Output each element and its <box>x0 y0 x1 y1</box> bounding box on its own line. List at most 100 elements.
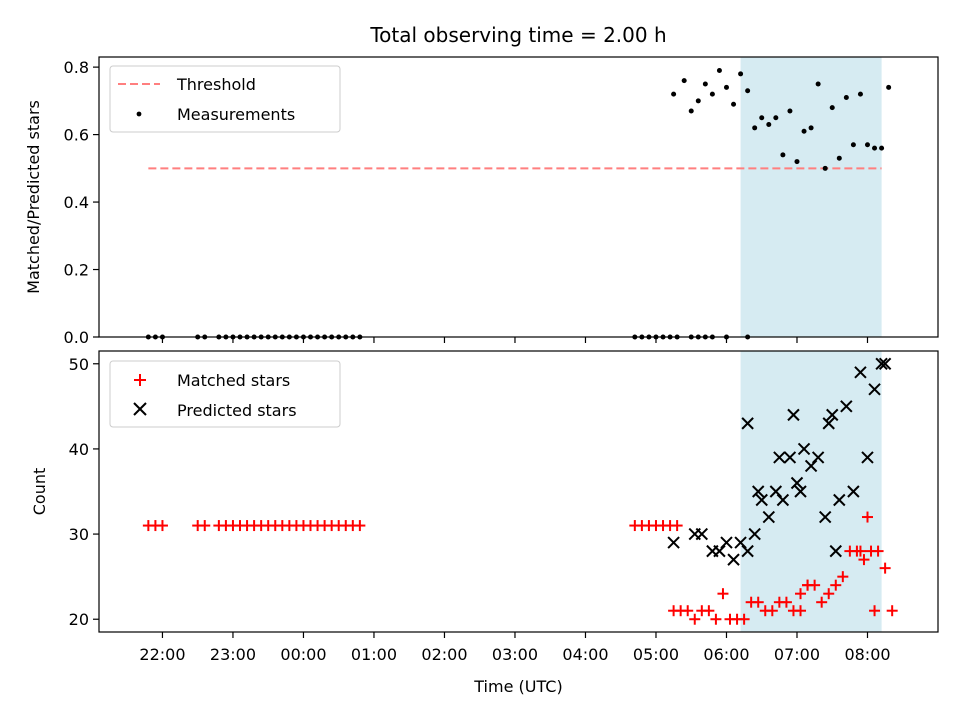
legend-matched-label: Matched stars <box>177 371 290 390</box>
matched-star-marker <box>156 520 168 532</box>
predicted-star-marker <box>787 408 800 422</box>
matched-stars-points <box>142 511 898 625</box>
predicted-star-marker <box>822 417 835 430</box>
measurement-point <box>850 142 856 148</box>
predicted-star-marker <box>667 536 680 549</box>
y-tick-label: 0.4 <box>64 193 89 212</box>
x-ticks-bottom: 22:00 23:00 00:00 01:00 02:00 03:00 04:00 05:00… <box>139 632 891 664</box>
shaded-observing-window <box>740 351 882 632</box>
legend-box <box>109 65 341 133</box>
predicted-star-marker <box>773 451 786 464</box>
y-axis-label-top: Matched/Predicted stars <box>24 100 43 294</box>
matched-star-marker <box>872 545 884 557</box>
matched-star-marker <box>854 545 866 557</box>
measurement-point <box>731 101 737 107</box>
y-axis-label-bottom: Count <box>30 468 49 516</box>
measurement-point <box>879 145 885 151</box>
x-ticks-top <box>161 337 869 343</box>
measurement-point <box>681 78 687 84</box>
predicted-star-marker <box>826 408 839 422</box>
x-tick-label: 01:00 <box>351 645 397 664</box>
matched-star-marker <box>689 613 701 625</box>
matched-star-marker <box>682 605 694 617</box>
matched-star-marker <box>703 605 715 617</box>
measurement-point <box>738 71 744 77</box>
measurement-point <box>787 108 793 114</box>
predicted-star-marker <box>868 383 881 396</box>
legend-box <box>109 360 341 428</box>
predicted-stars-points <box>667 357 892 566</box>
matched-star-marker <box>802 579 814 591</box>
matched-star-marker <box>795 588 807 600</box>
predicted-star-marker <box>748 527 761 541</box>
matched-star-marker <box>861 511 873 523</box>
matched-star-marker <box>879 562 891 574</box>
matched-star-marker <box>869 605 881 617</box>
matched-star-marker <box>752 596 764 608</box>
predicted-star-marker <box>878 357 892 370</box>
measurement-point <box>723 84 729 90</box>
measurement-point <box>836 155 842 161</box>
y-tick-label: 0.6 <box>64 126 89 145</box>
axes-frame-top <box>98 56 939 338</box>
matched-star-marker <box>671 520 683 532</box>
x-tick-label: 23:00 <box>210 645 256 664</box>
measurement-point <box>794 159 800 165</box>
measurement-point <box>688 108 694 114</box>
predicted-star-marker <box>818 510 832 524</box>
predicted-star-marker <box>840 400 853 413</box>
y-tick-label: 0.2 <box>64 261 89 280</box>
predicted-star-marker <box>794 485 807 498</box>
predicted-star-marker <box>790 476 804 490</box>
predicted-star-marker <box>755 493 768 507</box>
predicted-star-marker <box>797 442 811 456</box>
x-tick-label: 08:00 <box>844 645 890 664</box>
measurement-point <box>801 128 807 134</box>
predicted-star-marker <box>861 451 874 464</box>
predicted-star-marker <box>847 485 860 498</box>
measurement-point <box>864 142 870 148</box>
measurement-point <box>745 88 751 94</box>
predicted-star-marker <box>741 544 754 558</box>
legend-threshold-label: Threshold <box>176 75 256 94</box>
measurement-point <box>716 67 722 73</box>
measurement-point <box>872 145 878 151</box>
measurement-point <box>857 91 863 97</box>
predicted-star-marker <box>695 527 709 541</box>
matched-star-marker <box>738 613 750 625</box>
measurement-point <box>808 125 814 131</box>
matched-star-marker <box>795 605 807 617</box>
measurement-point <box>815 81 821 87</box>
legend-measurements-swatch <box>136 111 142 117</box>
x-tick-label: 05:00 <box>633 645 679 664</box>
predicted-star-marker <box>720 536 733 549</box>
predicted-star-marker <box>776 493 790 507</box>
y-ticks-bottom: 20 30 40 50 <box>69 355 99 629</box>
matched-star-marker <box>823 588 835 600</box>
predicted-star-marker <box>804 459 818 473</box>
predicted-star-marker <box>713 544 726 558</box>
matched-star-marker <box>780 596 792 608</box>
measurement-point <box>773 115 779 121</box>
x-tick-label: 02:00 <box>421 645 467 664</box>
matched-star-marker <box>710 613 722 625</box>
measurement-point <box>671 91 677 97</box>
legend-top: Threshold Measurements <box>109 65 341 133</box>
predicted-star-marker <box>769 485 783 498</box>
y-tick-label: 0.8 <box>64 58 89 77</box>
predicted-star-marker <box>833 493 846 507</box>
measurement-point <box>759 115 765 121</box>
measurement-point <box>709 91 715 97</box>
measurement-point <box>829 105 835 111</box>
y-tick-label: 50 <box>69 355 89 374</box>
predicted-star-marker <box>734 536 747 549</box>
matched-star-marker <box>199 520 211 532</box>
x-tick-label: 22:00 <box>139 645 185 664</box>
matched-star-marker <box>886 605 898 617</box>
shaded-observing-window <box>740 57 882 337</box>
predicted-star-marker <box>875 357 888 370</box>
predicted-star-marker <box>854 366 867 379</box>
predicted-star-marker <box>762 510 775 524</box>
x-tick-label: 04:00 <box>562 645 608 664</box>
